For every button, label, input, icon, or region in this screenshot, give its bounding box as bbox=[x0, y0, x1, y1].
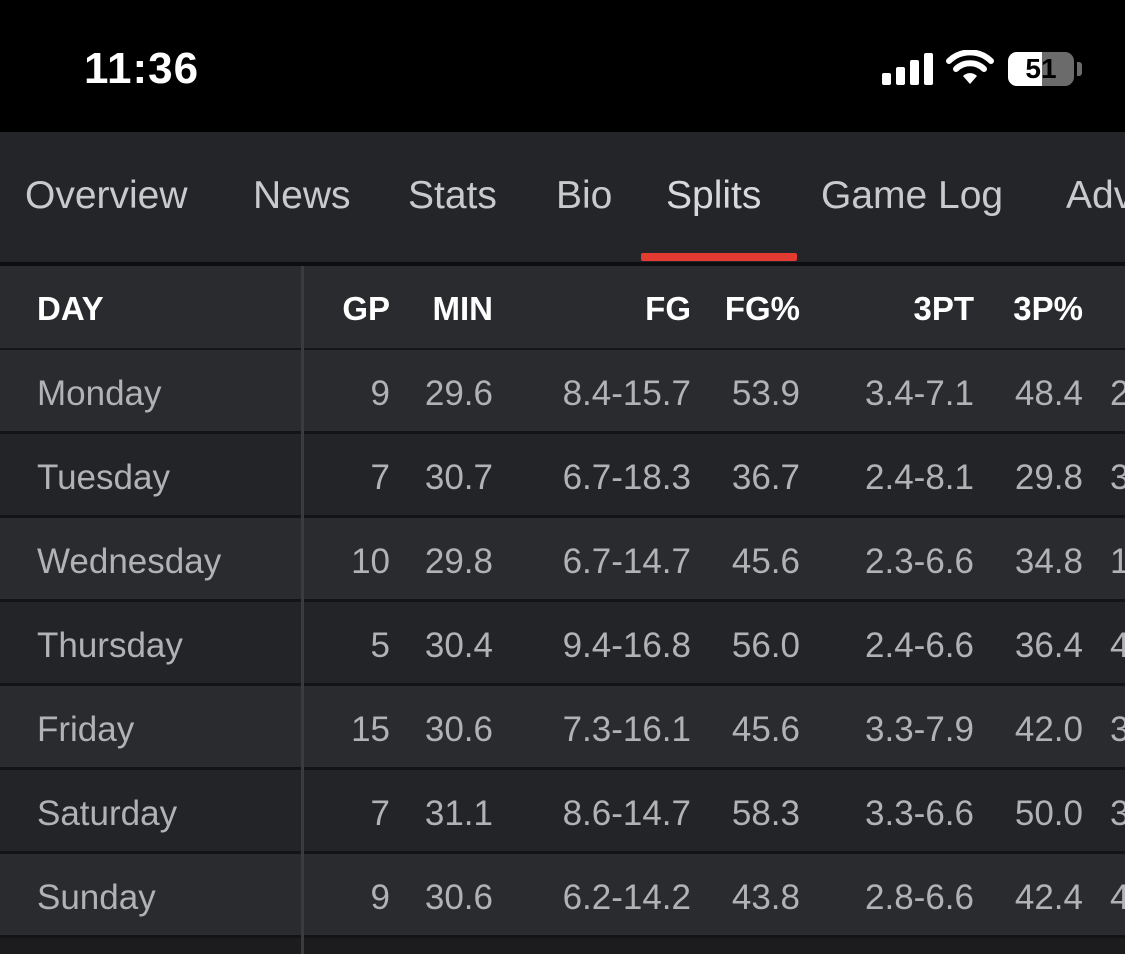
tab-stats[interactable]: Stats bbox=[408, 174, 497, 217]
cell-next-col: 1 bbox=[1110, 542, 1125, 581]
table-row[interactable]: Sunday 9 30.6 6.2-14.2 43.8 2.8-6.6 42.4 4 bbox=[0, 854, 1125, 938]
tabs-divider bbox=[0, 262, 1125, 266]
tab-adv[interactable]: Adv bbox=[1066, 174, 1125, 217]
player-tabs: Overview News Stats Bio Splits Game Log … bbox=[0, 132, 1125, 264]
table-row[interactable]: Tuesday 7 30.7 6.7-18.3 36.7 2.4-8.1 29.8 3 bbox=[0, 434, 1125, 518]
cell-min: 29.6 bbox=[424, 374, 493, 413]
cell-3p-pct: 29.8 bbox=[1014, 458, 1083, 497]
battery-tip bbox=[1077, 62, 1082, 76]
tab-news[interactable]: News bbox=[253, 174, 351, 217]
header-fg-pct[interactable]: FG% bbox=[724, 290, 800, 327]
status-bar: 11:36 51 bbox=[0, 0, 1125, 132]
cell-3pt: 2.4-8.1 bbox=[865, 458, 974, 497]
cell-min: 29.8 bbox=[424, 542, 493, 581]
cell-3pt: 3.3-7.9 bbox=[865, 710, 974, 749]
cell-3p-pct: 42.4 bbox=[1014, 878, 1083, 917]
cell-fg: 6.7-18.3 bbox=[562, 458, 691, 497]
table-row[interactable]: Friday 15 30.6 7.3-16.1 45.6 3.3-7.9 42.0 3 bbox=[0, 686, 1125, 770]
cell-day: Monday bbox=[37, 374, 162, 413]
cell-3pt: 3.4-7.1 bbox=[865, 374, 974, 413]
cell-fg: 7.3-16.1 bbox=[562, 710, 691, 749]
table-header: DAY GP MIN FG FG% 3PT 3P% bbox=[0, 266, 1125, 351]
tab-splits[interactable]: Splits bbox=[666, 174, 762, 217]
cell-day: Sunday bbox=[37, 878, 156, 917]
cell-next-col: 3 bbox=[1110, 794, 1125, 833]
cell-3p-pct: 36.4 bbox=[1014, 626, 1083, 665]
cell-fg: 9.4-16.8 bbox=[562, 626, 691, 665]
cell-next-col: 3 bbox=[1110, 710, 1125, 749]
tab-overview[interactable]: Overview bbox=[25, 174, 188, 217]
cell-min: 31.1 bbox=[424, 794, 493, 833]
header-3pt[interactable]: 3PT bbox=[913, 290, 974, 327]
cell-3pt: 2.8-6.6 bbox=[865, 878, 974, 917]
cell-fg-pct: 36.7 bbox=[731, 458, 800, 497]
cell-gp: 9 bbox=[370, 878, 390, 917]
tab-game-log[interactable]: Game Log bbox=[821, 174, 1004, 217]
cell-fg: 6.2-14.2 bbox=[562, 878, 691, 917]
cell-gp: 9 bbox=[370, 374, 390, 413]
cell-day: Saturday bbox=[37, 794, 178, 833]
cell-3pt: 2.4-6.6 bbox=[865, 626, 974, 665]
cell-fg-pct: 43.8 bbox=[731, 878, 800, 917]
cell-fg-pct: 45.6 bbox=[731, 710, 800, 749]
cell-day: Tuesday bbox=[37, 458, 170, 497]
table-row[interactable]: Wednesday 10 29.8 6.7-14.7 45.6 2.3-6.6 34.8 1 bbox=[0, 518, 1125, 602]
cell-fg: 6.7-14.7 bbox=[562, 542, 691, 581]
cell-fg: 8.6-14.7 bbox=[562, 794, 691, 833]
header-day[interactable]: DAY bbox=[37, 290, 104, 327]
cell-gp: 5 bbox=[370, 626, 390, 665]
cell-next-col: 4 bbox=[1110, 878, 1125, 917]
cell-next-col: 4 bbox=[1110, 626, 1125, 665]
cell-gp: 7 bbox=[370, 794, 390, 833]
cell-day: Wednesday bbox=[37, 542, 222, 581]
frozen-column-divider bbox=[301, 266, 304, 954]
cell-3p-pct: 50.0 bbox=[1014, 794, 1083, 833]
cell-gp: 7 bbox=[370, 458, 390, 497]
header-fg[interactable]: FG bbox=[645, 290, 691, 327]
table-row[interactable]: Saturday 7 31.1 8.6-14.7 58.3 3.3-6.6 50.0 3 bbox=[0, 770, 1125, 854]
battery-fill bbox=[1008, 52, 1042, 86]
wifi-icon bbox=[946, 50, 994, 84]
cell-day: Thursday bbox=[37, 626, 183, 665]
tab-bio[interactable]: Bio bbox=[556, 174, 613, 217]
cell-3p-pct: 34.8 bbox=[1014, 542, 1083, 581]
cell-day: Friday bbox=[37, 710, 135, 749]
cell-3p-pct: 42.0 bbox=[1014, 710, 1083, 749]
cell-fg-pct: 58.3 bbox=[731, 794, 800, 833]
cell-fg-pct: 56.0 bbox=[731, 626, 800, 665]
cell-next-col: 2 bbox=[1110, 374, 1125, 413]
cell-3p-pct: 48.4 bbox=[1014, 374, 1083, 413]
status-time: 11:36 bbox=[84, 44, 200, 93]
cell-3pt: 3.3-6.6 bbox=[865, 794, 974, 833]
cell-fg: 8.4-15.7 bbox=[562, 374, 691, 413]
table-row[interactable]: Monday 9 29.6 8.4-15.7 53.9 3.4-7.1 48.4 2 bbox=[0, 350, 1125, 434]
cell-min: 30.6 bbox=[424, 710, 493, 749]
battery-level: 51 bbox=[1025, 53, 1057, 84]
cell-next-col: 3 bbox=[1110, 458, 1125, 497]
cell-gp: 10 bbox=[351, 542, 390, 581]
cell-min: 30.6 bbox=[424, 878, 493, 917]
battery-icon: 51 bbox=[1008, 52, 1074, 86]
splits-table: DAY GP MIN FG FG% 3PT 3P% Monday 9 29.6 8.4… bbox=[0, 266, 1125, 954]
cellular-signal-icon bbox=[882, 53, 934, 85]
header-3p-pct[interactable]: 3P% bbox=[1013, 290, 1083, 327]
cell-3pt: 2.3-6.6 bbox=[865, 542, 974, 581]
header-gp[interactable]: GP bbox=[342, 290, 390, 327]
header-min[interactable]: MIN bbox=[432, 290, 494, 327]
active-tab-indicator bbox=[641, 253, 797, 261]
cell-fg-pct: 45.6 bbox=[731, 542, 800, 581]
cell-fg-pct: 53.9 bbox=[731, 374, 800, 413]
cell-min: 30.4 bbox=[424, 626, 493, 665]
cell-gp: 15 bbox=[351, 710, 390, 749]
cell-min: 30.7 bbox=[424, 458, 493, 497]
table-row[interactable]: Thursday 5 30.4 9.4-16.8 56.0 2.4-6.6 36.4 4 bbox=[0, 602, 1125, 686]
